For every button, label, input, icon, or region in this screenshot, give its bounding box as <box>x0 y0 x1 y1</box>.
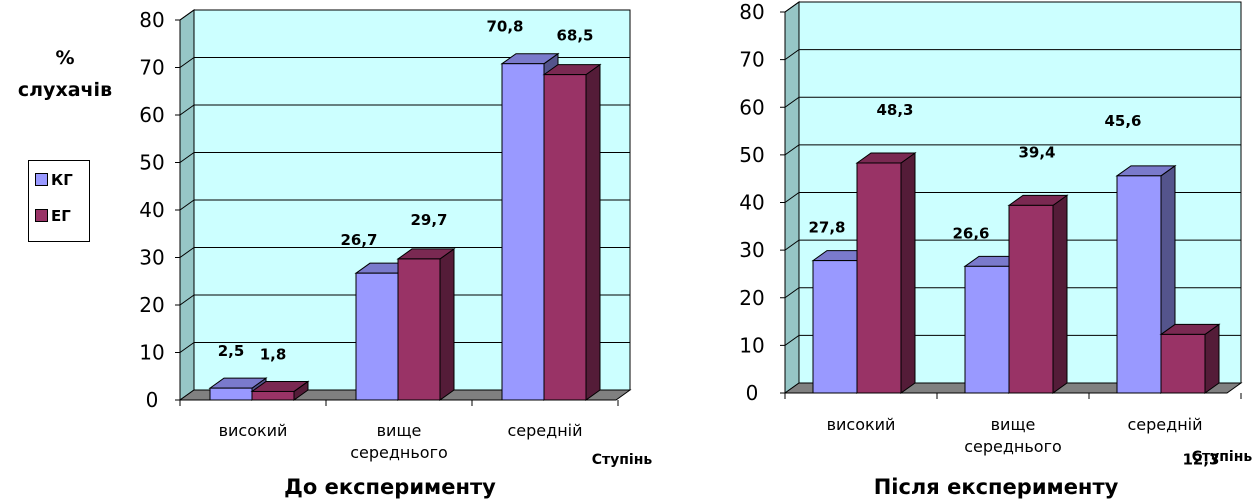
y-tick-label: 50 <box>139 151 164 175</box>
bar-front <box>209 387 253 401</box>
data-label: 29,7 <box>410 211 447 229</box>
x-axis-label: Ступінь <box>592 452 653 468</box>
gridline-side <box>784 96 800 108</box>
bar-ЕГ-1 <box>396 247 456 401</box>
y-tick-label: 30 <box>739 238 764 262</box>
y-tick-label: 40 <box>139 198 164 222</box>
data-label: 12,3 <box>1182 450 1219 468</box>
bar-front <box>397 258 441 401</box>
y-tick-label: 20 <box>739 286 764 310</box>
chart-2: 0 10 20 30 40 50 60 70 80 27,8 48,3 високий 26,6 39,4… <box>739 0 1252 499</box>
chart-1: 0 10 20 30 40 50 60 70 80 2,5 1,8 високий 26,7 29,7 ви… <box>139 8 652 499</box>
legend-item-kg: КГ <box>35 171 73 189</box>
data-label: 68,5 <box>556 27 593 45</box>
data-label: 26,6 <box>952 224 989 242</box>
bar-front <box>543 74 587 401</box>
bar-ЕГ-2 <box>1159 323 1221 394</box>
bar-ЕГ-1 <box>1007 194 1069 394</box>
data-label: 45,6 <box>1104 112 1141 130</box>
bar-front <box>1116 175 1162 394</box>
legend-label-kg: КГ <box>51 171 73 189</box>
category-label: вище <box>991 415 1036 434</box>
y-tick-label: 70 <box>739 48 764 72</box>
y-tick-label: 40 <box>739 191 764 215</box>
data-label: 1,8 <box>260 345 287 363</box>
y-tick-label: 20 <box>139 293 164 317</box>
y-tick-label: 70 <box>139 56 164 80</box>
bar-ЕГ-2 <box>542 63 602 401</box>
legend-swatch-kg <box>35 173 48 186</box>
legend-swatch-eg <box>35 209 48 222</box>
data-label: 27,8 <box>808 219 845 237</box>
bar-ЕГ-0 <box>250 380 310 401</box>
bar-front <box>856 162 902 394</box>
category-label: високий <box>219 421 288 440</box>
data-label: 48,3 <box>876 101 913 119</box>
data-label: 26,7 <box>340 231 377 249</box>
gridline-side <box>179 342 195 353</box>
data-label: 70,8 <box>486 18 523 36</box>
gridline-side <box>784 287 800 299</box>
gridline-side <box>179 294 195 306</box>
bar-side <box>1204 323 1220 394</box>
gridline-side <box>179 57 195 68</box>
bar-side <box>585 63 601 401</box>
y-axis-label: % слухачів <box>10 42 120 106</box>
bar-side <box>900 151 916 394</box>
category-label: середнього <box>964 437 1062 456</box>
category-label: високий <box>827 415 896 434</box>
y-tick-label: 10 <box>739 333 764 357</box>
gridline-side <box>784 1 800 13</box>
bar-front <box>501 63 545 401</box>
gridline-side <box>179 152 195 163</box>
y-axis-label-line-1: % <box>55 47 75 69</box>
chart-title: До експерименту <box>284 475 496 499</box>
bar-КГ-2 <box>1115 164 1177 394</box>
bar-front <box>1008 204 1054 394</box>
bar-front <box>251 390 295 401</box>
gridline-side <box>179 247 195 258</box>
gridline-side <box>784 334 800 346</box>
bar-side <box>439 247 455 401</box>
y-tick-label: 80 <box>739 0 764 24</box>
legend-label-eg: ЕГ <box>51 207 71 225</box>
data-label: 2,5 <box>218 342 245 360</box>
bar-front <box>964 265 1010 394</box>
y-tick-label: 30 <box>139 246 164 270</box>
y-tick-label: 0 <box>746 381 759 405</box>
y-tick-label: 60 <box>739 95 764 119</box>
bar-side <box>1052 194 1068 394</box>
gridline-side <box>179 199 195 211</box>
y-tick-label: 60 <box>139 103 164 127</box>
y-tick-label: 10 <box>139 341 164 365</box>
gridline-side <box>784 239 800 251</box>
y-tick-label: 0 <box>146 388 159 412</box>
bar-front <box>1160 333 1206 394</box>
gridline-side <box>784 49 800 61</box>
bar-ЕГ-0 <box>855 151 917 394</box>
y-tick-label: 80 <box>139 8 164 32</box>
gridline-side <box>179 104 195 116</box>
category-label: середній <box>507 421 582 440</box>
category-label: вище <box>377 421 422 440</box>
gridline-side <box>179 9 195 21</box>
chart-title: Після експерименту <box>874 475 1119 499</box>
legend: КГ ЕГ <box>28 160 90 242</box>
bar-front <box>355 272 399 401</box>
category-label: середнього <box>350 443 448 462</box>
y-axis-label-line-2: слухачів <box>17 79 113 101</box>
category-label: середній <box>1127 415 1202 434</box>
legend-item-eg: ЕГ <box>35 207 71 225</box>
data-label: 39,4 <box>1018 143 1055 161</box>
gridline-side <box>784 144 800 156</box>
bar-front <box>812 260 858 394</box>
gridline-side <box>784 192 800 203</box>
x-axis-label: Ступінь <box>1192 449 1253 465</box>
y-tick-label: 50 <box>739 143 764 167</box>
